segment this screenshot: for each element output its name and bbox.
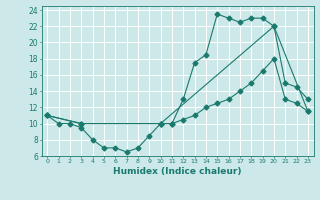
X-axis label: Humidex (Indice chaleur): Humidex (Indice chaleur) xyxy=(113,167,242,176)
